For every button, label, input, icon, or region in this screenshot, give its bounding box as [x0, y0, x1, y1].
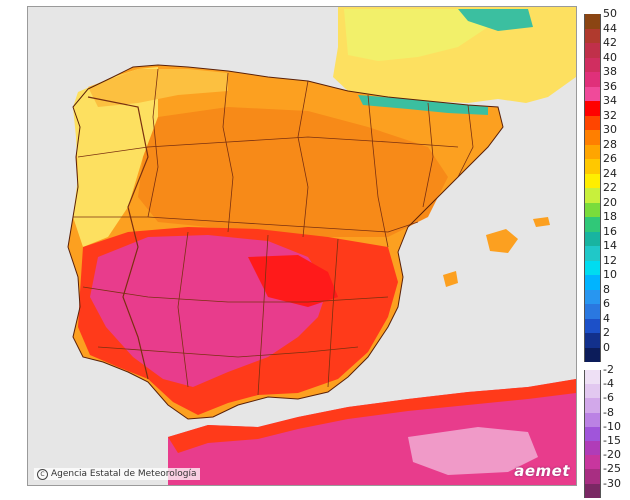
- legend-positive-label-19: 8: [603, 282, 610, 296]
- galicia-zone: [73, 67, 158, 247]
- legend-positive-swatch-0: [584, 14, 601, 29]
- legend-positive-swatch-18: [584, 275, 601, 290]
- legend-positive-label-14: 18: [603, 210, 617, 223]
- legend-positive-label-20: 6: [603, 297, 610, 310]
- central-warm-zone: [138, 107, 448, 237]
- legend-positive-label-7: 32: [603, 108, 617, 122]
- legend-positive-swatch-22: [584, 333, 601, 348]
- legend-negative-swatch-0: [584, 370, 601, 385]
- legend-positive-swatch-10: [584, 159, 601, 174]
- legend-positive-swatch-21: [584, 318, 601, 333]
- north-africa-red-band: [168, 379, 576, 453]
- legend-positive-swatch-3: [584, 57, 601, 72]
- legend-positive-label-13: 20: [603, 195, 617, 209]
- legend-positive-swatch-15: [584, 231, 601, 246]
- legend-negative-swatch-4: [584, 426, 601, 441]
- balearic-mallorca: [486, 229, 518, 253]
- legend-negative-label-3: -8: [603, 405, 614, 419]
- pyrenees-strip: [358, 95, 488, 115]
- legend-positive-swatch-2: [584, 43, 601, 58]
- legend-positive-swatch-13: [584, 202, 601, 217]
- map-canvas: [28, 7, 576, 485]
- coastline: [67, 64, 504, 420]
- legend-positive-label-11: 24: [603, 166, 617, 180]
- legend-negative-swatch-7: [584, 469, 601, 484]
- legend-positive-swatch-8: [584, 130, 601, 145]
- legend-negative-label-7: -25: [603, 462, 621, 476]
- legend-positive-swatch-14: [584, 217, 601, 232]
- map-credit: C Agencia Estatal de Meteorología: [34, 468, 200, 480]
- legend-positive-label-17: 12: [603, 253, 617, 267]
- legend-negative-swatch-5: [584, 441, 601, 456]
- legend-positive-swatch-1: [584, 28, 601, 43]
- legend-positive-swatch-9: [584, 144, 601, 159]
- france-cool-zone: [344, 9, 488, 61]
- legend-positive-swatch-5: [584, 86, 601, 101]
- temperature-legend: 50 44 42 40 38 36 34 32 30 28 26 24 22 20 18 16 14 12 10 8 6…: [584, 7, 628, 498]
- credit-text: Agencia Estatal de Meteorología: [51, 469, 197, 479]
- province-borders: [73, 68, 474, 396]
- legend-positive-label-10: 26: [603, 152, 617, 165]
- legend-positive-label-5: 36: [603, 79, 617, 93]
- legend-negative-label-1: -4: [603, 377, 614, 391]
- legend-positive-swatch-7: [584, 115, 601, 130]
- legend-positive-label-21: 4: [603, 311, 610, 325]
- legend-negative-label-6: -20: [603, 448, 621, 462]
- legend-positive-swatch-11: [584, 173, 601, 188]
- legend-positive-swatch-20: [584, 304, 601, 319]
- legend-positive-label-12: 22: [603, 181, 617, 194]
- temperature-map: C Agencia Estatal de Meteorología aemet: [27, 6, 577, 486]
- legend-negative-swatch-8: [584, 483, 601, 498]
- legend-positive-swatch-19: [584, 289, 601, 304]
- copyright-icon: C: [37, 468, 48, 480]
- legend-positive-label-23: 0: [603, 340, 610, 354]
- legend-negative-swatch-6: [584, 455, 601, 470]
- legend-negative-label-5: -15: [603, 434, 621, 447]
- legend-negative-label-8: -30: [603, 476, 621, 490]
- legend-positive-label-18: 10: [603, 268, 617, 281]
- legend-positive-label-2: 42: [603, 36, 617, 49]
- balearic-ibiza: [443, 271, 458, 287]
- balearic-menorca: [533, 217, 550, 227]
- legend-negative-swatch-2: [584, 398, 601, 413]
- legend-positive-swatch-12: [584, 188, 601, 203]
- legend-positive-swatch-17: [584, 260, 601, 275]
- legend-positive-swatch-23: [584, 347, 601, 362]
- legend-positive-label-15: 16: [603, 224, 617, 238]
- legend-positive-swatch-6: [584, 101, 601, 116]
- legend-positive-swatch-4: [584, 72, 601, 87]
- legend-positive-label-1: 44: [603, 21, 617, 35]
- aemet-logo: aemet: [514, 462, 570, 480]
- legend-negative-label-4: -10: [603, 419, 621, 433]
- hottest-core: [248, 255, 338, 307]
- portugal-border: [87, 96, 149, 380]
- legend-negative-label-2: -6: [603, 391, 614, 405]
- legend-negative-swatch-1: [584, 384, 601, 399]
- north-coast-zone: [88, 69, 228, 107]
- legend-positive-label-16: 14: [603, 239, 617, 252]
- legend-positive-label-4: 38: [603, 65, 617, 78]
- legend-positive-label-0: 50: [603, 7, 617, 20]
- legend-positive-label-3: 40: [603, 50, 617, 64]
- legend-positive-swatch-16: [584, 246, 601, 261]
- legend-positive-label-6: 34: [603, 94, 617, 107]
- alps-teal-zone: [458, 9, 533, 31]
- legend-positive-label-9: 28: [603, 137, 617, 151]
- north-africa-pale-patch: [408, 427, 538, 475]
- legend-negative-label-0: -2: [603, 363, 614, 376]
- legend-negative-swatch-3: [584, 412, 601, 427]
- legend-positive-label-8: 30: [603, 123, 617, 136]
- legend-positive-label-22: 2: [603, 326, 610, 339]
